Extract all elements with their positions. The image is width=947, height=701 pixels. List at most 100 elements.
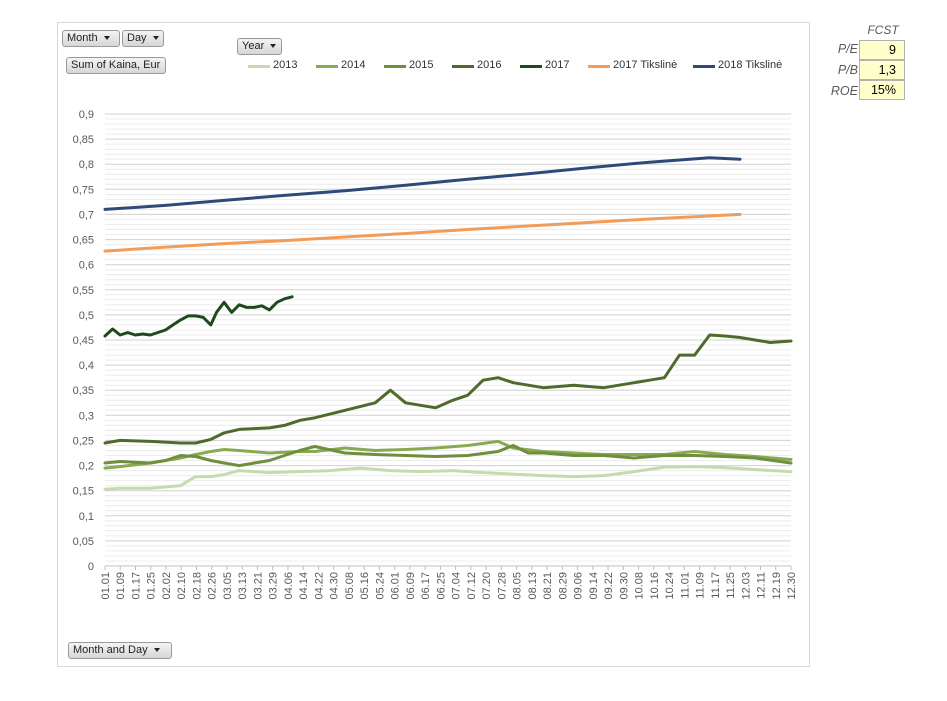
x-tick-label: 08.05 xyxy=(512,572,524,600)
year-field-button[interactable]: Year xyxy=(237,38,282,55)
x-tick-label: 10.16 xyxy=(649,572,661,600)
x-tick-label: 08.29 xyxy=(557,572,569,600)
x-tick-label: 09.14 xyxy=(588,572,600,600)
y-tick-label: 0,1 xyxy=(79,511,94,523)
x-tick-label: 04.22 xyxy=(313,572,325,600)
y-tick-label: 0,35 xyxy=(73,385,94,397)
x-tick-label: 12.03 xyxy=(740,572,752,600)
legend-label: 2014 xyxy=(341,59,366,71)
day-field-button[interactable]: Day xyxy=(122,30,164,47)
y-tick-label: 0,55 xyxy=(73,285,94,297)
year-field-label: Year xyxy=(242,40,265,52)
x-tick-label: 11.09 xyxy=(695,572,707,599)
series-line-2018-tikslinė xyxy=(103,156,742,211)
legend-label: 2018 Tikslinė xyxy=(718,59,783,71)
x-tick-label: 01.25 xyxy=(146,572,158,600)
y-tick-label: 0,6 xyxy=(79,260,94,272)
y-tick-label: 0 xyxy=(88,561,94,573)
day-field-label: Day xyxy=(127,32,147,44)
x-tick-label: 04.06 xyxy=(283,572,295,600)
x-tick-label: 07.04 xyxy=(451,572,463,600)
y-tick-label: 0,8 xyxy=(79,159,94,171)
x-tick-label: 12.11 xyxy=(756,572,768,599)
legend-label: 2017 xyxy=(545,59,570,71)
fcst-label-pe: P/E xyxy=(837,42,858,56)
month-and-day-field-label: Month and Day xyxy=(73,644,148,656)
month-field-label: Month xyxy=(67,32,98,44)
x-tick-label: 06.17 xyxy=(420,572,432,600)
y-tick-label: 0,7 xyxy=(79,209,94,221)
legend-swatch xyxy=(452,65,474,68)
series-line-2015 xyxy=(103,444,793,468)
y-tick-label: 0,4 xyxy=(79,360,94,372)
x-tick-label: 07.28 xyxy=(496,572,508,600)
y-tick-label: 0,85 xyxy=(73,134,94,146)
fcst-value-pe[interactable]: 9 xyxy=(859,40,905,60)
fcst-value-roe[interactable]: 15% xyxy=(859,80,905,100)
series-line-2014 xyxy=(103,439,793,470)
y-tick-label: 0,9 xyxy=(79,109,94,121)
x-tick-label: 12.30 xyxy=(786,572,798,600)
y-tick-label: 0,15 xyxy=(73,486,94,498)
fcst-label-pb: P/B xyxy=(837,63,858,77)
series-line-2013 xyxy=(103,465,793,491)
x-tick-label: 09.30 xyxy=(618,572,630,600)
x-tick-label: 01.09 xyxy=(115,572,127,600)
x-tick-label: 02.10 xyxy=(176,572,188,600)
series-line-2017 xyxy=(103,295,294,338)
y-tick-label: 0,3 xyxy=(79,410,94,422)
x-tick-label: 03.29 xyxy=(268,572,280,600)
legend-swatch xyxy=(693,65,715,68)
y-tick-label: 0,75 xyxy=(73,184,94,196)
x-tick-label: 09.22 xyxy=(603,572,615,600)
series-line-2016 xyxy=(103,333,793,445)
chevron-down-icon xyxy=(270,44,277,49)
x-tick-label: 07.20 xyxy=(481,572,493,600)
month-field-button[interactable]: Month xyxy=(62,30,120,47)
x-tick-label: 03.21 xyxy=(252,572,264,600)
legend-swatch xyxy=(248,65,270,68)
y-tick-label: 0,05 xyxy=(73,536,94,548)
x-axis: 01.01 01.09 01.17 01.25 02.02 02.10 02.18 02.26… xyxy=(100,566,798,600)
gridlines xyxy=(105,113,791,567)
values-field-label: Sum of Kaina, Eur xyxy=(71,59,161,71)
fcst-label-roe: ROE xyxy=(830,84,858,98)
x-tick-label: 04.14 xyxy=(298,572,310,600)
series-lines xyxy=(103,156,793,491)
x-tick-label: 11.25 xyxy=(725,572,737,599)
chevron-down-icon xyxy=(103,36,110,41)
x-tick-label: 01.01 xyxy=(100,572,112,600)
x-tick-label: 10.08 xyxy=(634,572,646,600)
x-tick-label: 04.30 xyxy=(329,572,341,600)
legend-swatch xyxy=(316,65,338,68)
x-tick-label: 05.24 xyxy=(374,572,386,600)
legend-swatch xyxy=(520,65,542,68)
legend-label: 2017 Tikslinė xyxy=(613,59,678,71)
x-tick-label: 03.05 xyxy=(222,572,234,600)
x-tick-label: 12.19 xyxy=(771,572,783,600)
x-tick-label: 06.01 xyxy=(390,572,402,600)
x-tick-label: 08.21 xyxy=(542,572,554,600)
legend-label: 2015 xyxy=(409,59,434,71)
x-tick-label: 02.18 xyxy=(192,572,204,600)
fcst-value-pb[interactable]: 1,3 xyxy=(859,60,905,80)
chevron-down-icon xyxy=(153,648,160,653)
y-tick-label: 0,65 xyxy=(73,235,94,247)
y-axis: 0 0,05 0,1 0,15 0,2 0,25 0,3 0,35 0,4 0,45 0,5 0,55… xyxy=(73,109,94,573)
x-tick-label: 02.02 xyxy=(161,572,173,600)
legend-swatch xyxy=(384,65,406,68)
y-tick-label: 0,5 xyxy=(79,310,94,322)
x-tick-label: 02.26 xyxy=(207,572,219,600)
chevron-down-icon xyxy=(152,36,159,41)
values-field-button[interactable]: Sum of Kaina, Eur xyxy=(66,57,166,74)
y-tick-label: 0,2 xyxy=(79,461,94,473)
x-tick-label: 08.13 xyxy=(527,572,539,600)
y-tick-label: 0,25 xyxy=(73,435,94,447)
x-tick-label: 05.08 xyxy=(344,572,356,600)
month-and-day-field-button[interactable]: Month and Day xyxy=(68,642,172,659)
x-tick-label: 10.24 xyxy=(664,572,676,600)
legend-swatch xyxy=(588,65,610,68)
series-line-2017-tikslinė xyxy=(103,212,742,253)
legend-label: 2013 xyxy=(273,59,298,71)
